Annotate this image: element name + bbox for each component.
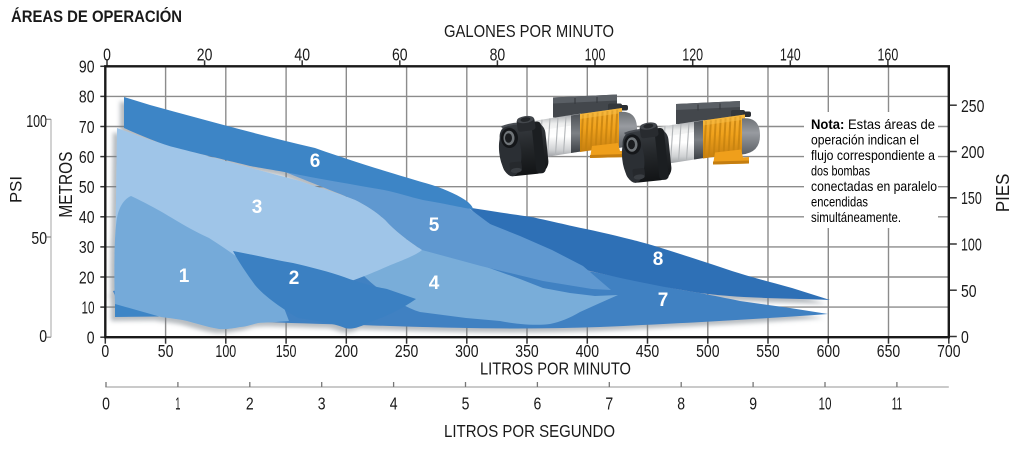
svg-text:40: 40	[294, 45, 310, 65]
svg-text:550: 550	[756, 341, 779, 361]
svg-text:650: 650	[877, 341, 900, 361]
svg-text:700: 700	[937, 341, 960, 361]
svg-text:0: 0	[87, 328, 95, 348]
svg-text:100: 100	[961, 235, 982, 255]
svg-text:ÁREAS DE OPERACIÓN: ÁREAS DE OPERACIÓN	[11, 7, 182, 26]
svg-text:7: 7	[605, 394, 613, 414]
svg-text:PIES: PIES	[992, 174, 1013, 213]
svg-text:4: 4	[390, 394, 398, 414]
svg-text:2: 2	[289, 268, 300, 289]
svg-text:Nota: Estas áreas de: Nota: Estas áreas de	[811, 117, 935, 132]
svg-text:200: 200	[335, 341, 358, 361]
svg-text:30: 30	[79, 237, 95, 257]
svg-text:400: 400	[576, 341, 599, 361]
svg-text:100: 100	[215, 341, 236, 361]
svg-text:40: 40	[79, 207, 95, 227]
svg-text:PSI: PSI	[7, 176, 26, 203]
svg-text:1: 1	[179, 266, 190, 287]
svg-text:0: 0	[102, 394, 110, 414]
svg-text:6: 6	[534, 394, 542, 414]
svg-text:450: 450	[636, 341, 659, 361]
svg-text:50: 50	[79, 177, 95, 197]
svg-text:simultáneamente.: simultáneamente.	[811, 210, 901, 225]
svg-text:conectadas en paralelo: conectadas en paralelo	[811, 179, 937, 194]
svg-text:160: 160	[878, 45, 899, 65]
svg-text:0: 0	[101, 341, 109, 361]
svg-text:9: 9	[749, 394, 757, 414]
svg-text:8: 8	[677, 394, 685, 414]
svg-text:METROS: METROS	[55, 152, 76, 218]
svg-text:7: 7	[658, 290, 669, 311]
svg-text:8: 8	[653, 249, 664, 270]
svg-text:50: 50	[961, 281, 977, 301]
svg-text:0: 0	[39, 326, 47, 346]
svg-text:operación indican el: operación indican el	[811, 133, 919, 148]
svg-text:10: 10	[82, 297, 95, 317]
svg-text:11: 11	[892, 394, 902, 414]
svg-text:200: 200	[961, 142, 984, 162]
svg-text:2: 2	[246, 394, 254, 414]
svg-text:20: 20	[197, 45, 213, 65]
svg-text:350: 350	[515, 341, 538, 361]
svg-text:500: 500	[696, 341, 719, 361]
svg-text:20: 20	[79, 267, 95, 287]
svg-text:100: 100	[585, 45, 606, 65]
svg-text:0: 0	[961, 327, 969, 347]
svg-text:5: 5	[462, 394, 470, 414]
svg-text:150: 150	[961, 188, 982, 208]
svg-text:encendidas: encendidas	[811, 195, 868, 210]
svg-text:4: 4	[429, 273, 440, 294]
svg-text:250: 250	[395, 341, 418, 361]
svg-text:140: 140	[780, 45, 801, 65]
svg-text:3: 3	[252, 197, 263, 218]
svg-text:dos bombas: dos bombas	[811, 164, 870, 179]
svg-text:3: 3	[318, 394, 326, 414]
svg-text:250: 250	[961, 96, 984, 116]
svg-text:GALONES POR MINUTO: GALONES POR MINUTO	[444, 21, 614, 41]
svg-text:90: 90	[79, 57, 95, 77]
svg-text:10: 10	[819, 394, 832, 414]
svg-text:80: 80	[490, 45, 506, 65]
svg-text:1: 1	[175, 394, 180, 414]
svg-text:LITROS POR SEGUNDO: LITROS POR SEGUNDO	[444, 421, 615, 441]
svg-text:0: 0	[103, 45, 111, 65]
svg-text:300: 300	[455, 341, 478, 361]
svg-text:100: 100	[26, 111, 47, 131]
svg-text:80: 80	[79, 87, 95, 107]
svg-text:150: 150	[276, 341, 297, 361]
svg-text:60: 60	[79, 147, 95, 167]
svg-text:6: 6	[310, 151, 321, 172]
svg-text:600: 600	[817, 341, 840, 361]
svg-text:5: 5	[429, 215, 440, 236]
svg-text:60: 60	[392, 45, 408, 65]
svg-text:120: 120	[682, 45, 703, 65]
svg-text:50: 50	[31, 228, 47, 248]
svg-text:50: 50	[158, 341, 174, 361]
svg-text:flujo correspondiente a: flujo correspondiente a	[811, 148, 935, 163]
svg-text:LITROS POR MINUTO: LITROS POR MINUTO	[480, 359, 631, 379]
svg-text:70: 70	[79, 117, 95, 137]
